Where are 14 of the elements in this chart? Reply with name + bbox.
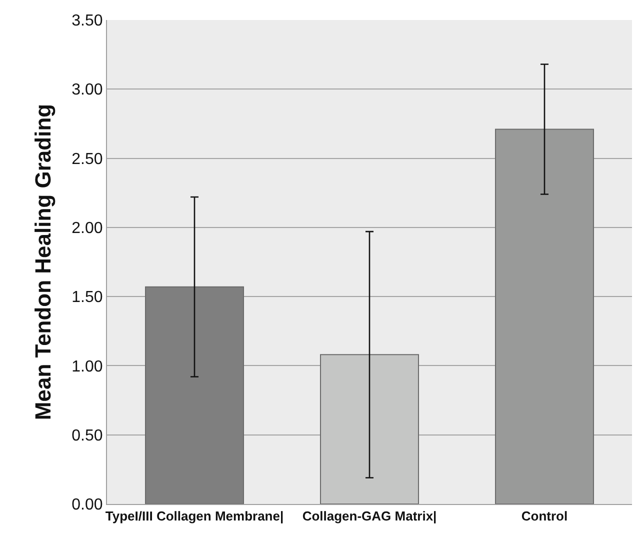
y-tick-label: 3.50 bbox=[72, 12, 103, 30]
x-tick-label: TypeI/III Collagen Membrane| bbox=[105, 508, 284, 524]
y-tick-label: 3.00 bbox=[72, 82, 103, 99]
y-axis-title: Mean Tendon Healing Grading bbox=[30, 104, 56, 420]
y-tick-label: 2.00 bbox=[72, 220, 103, 238]
y-tick-label: 1.00 bbox=[72, 358, 103, 376]
x-tick-label: Control bbox=[521, 508, 568, 524]
y-tick-label: 2.50 bbox=[72, 150, 103, 168]
bar bbox=[145, 286, 244, 504]
y-tick-label: 0.00 bbox=[72, 496, 103, 514]
y-tick-label: 0.50 bbox=[72, 427, 103, 444]
x-tick-label: Collagen-GAG Matrix| bbox=[302, 508, 437, 524]
bar bbox=[320, 354, 419, 504]
y-tick-label: 1.50 bbox=[72, 289, 103, 306]
